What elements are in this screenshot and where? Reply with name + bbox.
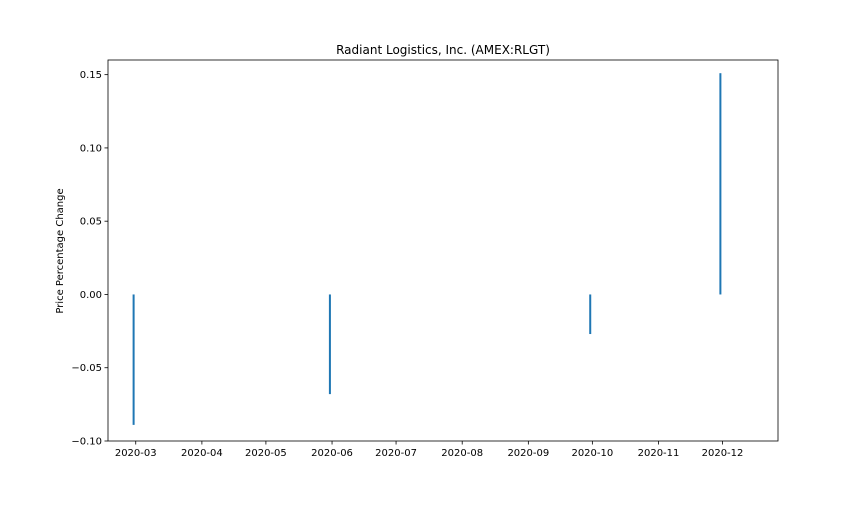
- x-tick-label: 2020-03: [115, 448, 157, 459]
- plot-area: [108, 60, 778, 441]
- axes-group: −0.10 −0.05 0.00 0.05 0.10 0.15 2020-03 2020-04…: [71, 59, 779, 459]
- bar-2020-02-29: [132, 294, 135, 425]
- bar-2020-11-30: [719, 73, 722, 295]
- y-tick-label: −0.05: [71, 363, 102, 374]
- y-tick-label: 0.15: [80, 70, 102, 81]
- x-tick-label: 2020-04: [181, 448, 223, 459]
- x-tick-label: 2020-12: [702, 448, 744, 459]
- x-tick-label: 2020-08: [441, 448, 483, 459]
- x-tick-label: 2020-11: [638, 448, 680, 459]
- chart-title: Radiant Logistics, Inc. (AMEX:RLGT): [336, 43, 550, 57]
- y-tick-label: 0.05: [80, 217, 102, 228]
- y-axis-label: Price Percentage Change: [55, 188, 66, 313]
- bar-2020-09-30: [589, 294, 592, 335]
- bar-2020-05-31: [328, 294, 331, 395]
- x-tick-label: 2020-06: [311, 448, 353, 459]
- y-tick-label: −0.10: [71, 437, 102, 448]
- axes-frame: [107, 59, 779, 442]
- bars-group: [132, 73, 722, 425]
- y-tick-label: 0.00: [80, 290, 102, 301]
- x-tick-label: 2020-05: [245, 448, 287, 459]
- plot-background: [108, 60, 778, 441]
- x-tick-label: 2020-09: [507, 448, 549, 459]
- x-tick-label: 2020-07: [375, 448, 417, 459]
- x-tick-label: 2020-10: [571, 448, 613, 459]
- y-tick-label: 0.10: [80, 143, 102, 154]
